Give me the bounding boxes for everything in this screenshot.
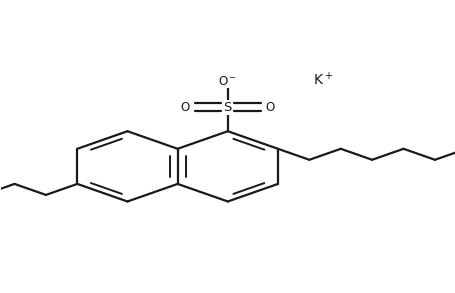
- Text: O: O: [265, 101, 274, 114]
- Text: S: S: [223, 101, 232, 114]
- Text: K$^+$: K$^+$: [313, 71, 333, 88]
- Text: O$^-$: O$^-$: [218, 75, 237, 88]
- Text: O: O: [181, 101, 190, 114]
